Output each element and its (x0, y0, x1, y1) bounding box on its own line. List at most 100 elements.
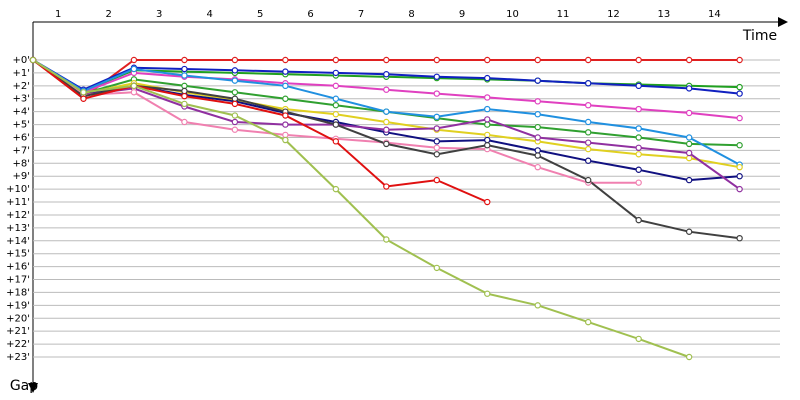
x-tick-label: 3 (156, 9, 162, 20)
point (736, 185, 743, 193)
point (534, 163, 541, 171)
point (332, 82, 340, 90)
point (484, 56, 491, 64)
y-tick-label: +9' (13, 171, 31, 182)
x-tick-label: 2 (106, 9, 112, 20)
point (130, 89, 138, 96)
point (231, 112, 239, 119)
point (383, 56, 390, 64)
point (635, 179, 642, 186)
point (736, 173, 743, 180)
point (383, 108, 390, 115)
point (433, 144, 440, 152)
point (282, 131, 289, 139)
point (736, 142, 743, 149)
y-axis-arrow (28, 383, 38, 393)
x-tick-label: 9 (459, 9, 465, 20)
point (332, 185, 340, 193)
y-tick-label: +1' (13, 68, 31, 79)
point (685, 109, 693, 117)
point (685, 140, 693, 148)
point (181, 82, 188, 90)
point (585, 176, 592, 184)
point (130, 82, 138, 90)
y-tick-label: +20' (6, 313, 30, 324)
point (685, 85, 693, 92)
point (534, 302, 541, 309)
point (433, 73, 440, 80)
point (534, 134, 541, 141)
point (736, 56, 743, 64)
point (433, 138, 440, 145)
point (80, 89, 87, 96)
y-tick-label: +7' (13, 145, 31, 156)
point (433, 264, 440, 272)
point (181, 87, 188, 95)
point (433, 176, 440, 184)
point (80, 95, 87, 102)
point (282, 112, 289, 119)
point (585, 118, 592, 126)
point (484, 105, 491, 113)
point (332, 56, 340, 64)
point (282, 56, 289, 64)
y-tick-label: +23' (6, 352, 30, 363)
point (484, 74, 491, 82)
point (181, 72, 188, 79)
point (231, 95, 239, 102)
y-tick-label: +0' (13, 55, 31, 66)
point (383, 126, 390, 133)
point (534, 98, 541, 105)
point (231, 126, 239, 133)
point (635, 151, 642, 158)
point (585, 101, 592, 109)
point (130, 56, 138, 64)
point (484, 290, 491, 297)
series-line (32, 59, 690, 358)
point (231, 77, 239, 84)
point (181, 56, 188, 64)
point (534, 152, 541, 159)
x-tick-label: 14 (708, 9, 721, 20)
y-axis-label: Gap (10, 378, 38, 394)
point (585, 139, 592, 146)
point (685, 176, 693, 184)
point (282, 68, 289, 75)
x-tick-label: 12 (607, 9, 620, 20)
y-tick-label: +21' (6, 326, 30, 337)
point (585, 157, 592, 164)
point (231, 100, 239, 108)
y-tick-label: +16' (6, 262, 30, 273)
point (332, 69, 340, 77)
point (282, 121, 289, 128)
point (534, 147, 541, 154)
point (534, 111, 541, 118)
point (685, 353, 693, 361)
y-tick-label: +15' (6, 249, 30, 260)
y-tick-label: +14' (6, 236, 30, 247)
point (484, 94, 491, 101)
point (332, 101, 340, 109)
point (736, 163, 743, 171)
point (383, 71, 390, 78)
x-tick-label: 13 (658, 9, 671, 20)
point (484, 198, 491, 206)
series-line (32, 59, 488, 203)
point (433, 90, 440, 97)
point (383, 236, 390, 243)
point (685, 154, 693, 162)
point (635, 125, 642, 132)
y-tick-label: +3' (13, 94, 31, 105)
point (130, 65, 138, 73)
point (29, 56, 37, 64)
point (433, 56, 440, 64)
y-tick-label: +18' (6, 287, 30, 298)
y-tick-label: +17' (6, 275, 30, 286)
point (231, 89, 239, 96)
point (484, 121, 491, 128)
point (181, 118, 188, 126)
point (685, 134, 693, 141)
point (635, 144, 642, 152)
point (635, 166, 642, 173)
